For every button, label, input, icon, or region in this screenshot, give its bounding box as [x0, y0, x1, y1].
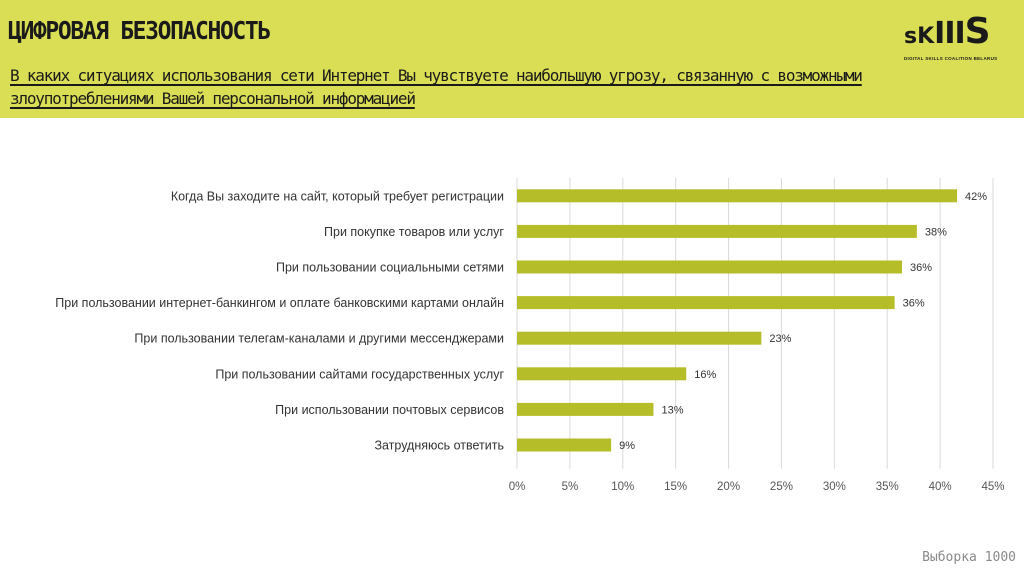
bar: [517, 260, 903, 274]
category-label: При использовании почтовых сервисов: [275, 403, 504, 417]
x-tick-label: 5%: [562, 481, 579, 493]
data-label: 16%: [694, 369, 716, 381]
logo-wordmark-sk: sK: [904, 24, 935, 49]
x-tick-label: 0%: [509, 481, 526, 493]
category-label: При пользовании сайтами государственных …: [215, 367, 504, 381]
x-tick-label: 15%: [664, 481, 687, 493]
data-label: 23%: [769, 333, 791, 345]
category-label: При покупке товаров или услуг: [324, 225, 504, 239]
category-label: При пользовании интернет-банкингом и опл…: [55, 296, 504, 310]
data-label: 9%: [619, 440, 635, 452]
logo-wordmark-bars: III: [934, 16, 965, 51]
x-tick-label: 20%: [717, 481, 740, 493]
survey-question-text: В каких ситуациях использования сети Инт…: [10, 66, 863, 108]
category-label: При пользовании телегам-каналами и други…: [134, 332, 504, 346]
sample-size: Выборка 1000: [922, 550, 1016, 565]
category-label: При пользовании социальными сетями: [276, 261, 504, 275]
x-tick-label: 35%: [876, 481, 899, 493]
bar: [517, 438, 612, 452]
x-tick-label: 30%: [823, 481, 846, 493]
x-tick-label: 40%: [929, 481, 952, 493]
bar: [517, 189, 958, 203]
logo-wordmark: sKIIIS: [904, 12, 991, 58]
survey-question: В каких ситуациях использования сети Инт…: [10, 64, 910, 110]
x-tick-label: 45%: [981, 481, 1004, 493]
skills-logo: sKIIIS DIGITAL SKILLS COALITION BELARUS: [902, 12, 1002, 68]
logo-tagline: DIGITAL SKILLS COALITION BELARUS: [904, 56, 998, 61]
category-label: Затрудняюсь ответить: [374, 439, 504, 453]
data-label: 38%: [925, 226, 947, 238]
page-title: ЦИФРОВАЯ БЕЗОПАСНОСТЬ: [8, 16, 271, 45]
data-label: 42%: [965, 191, 987, 203]
logo-wordmark-s: S: [964, 11, 991, 52]
header-banner: ЦИФРОВАЯ БЕЗОПАСНОСТЬ В каких ситуациях …: [0, 0, 1024, 118]
data-label: 13%: [661, 404, 683, 416]
x-tick-label: 10%: [611, 481, 634, 493]
data-label: 36%: [903, 298, 925, 310]
bar-chart-svg: 0% 5% 10% 15% 20% 25% 30% 35% 40% 45% Когда Вы зах…: [55, 178, 1005, 493]
bar: [517, 296, 895, 310]
bar: [517, 367, 687, 381]
bar: [517, 224, 917, 238]
bar: [517, 331, 762, 345]
bar-chart: 0% 5% 10% 15% 20% 25% 30% 35% 40% 45% Когда Вы зах…: [0, 150, 1024, 500]
bar: [517, 402, 654, 416]
data-label: 36%: [910, 262, 932, 274]
category-label: Когда Вы заходите на сайт, который требу…: [171, 189, 504, 203]
x-tick-label: 25%: [770, 481, 793, 493]
